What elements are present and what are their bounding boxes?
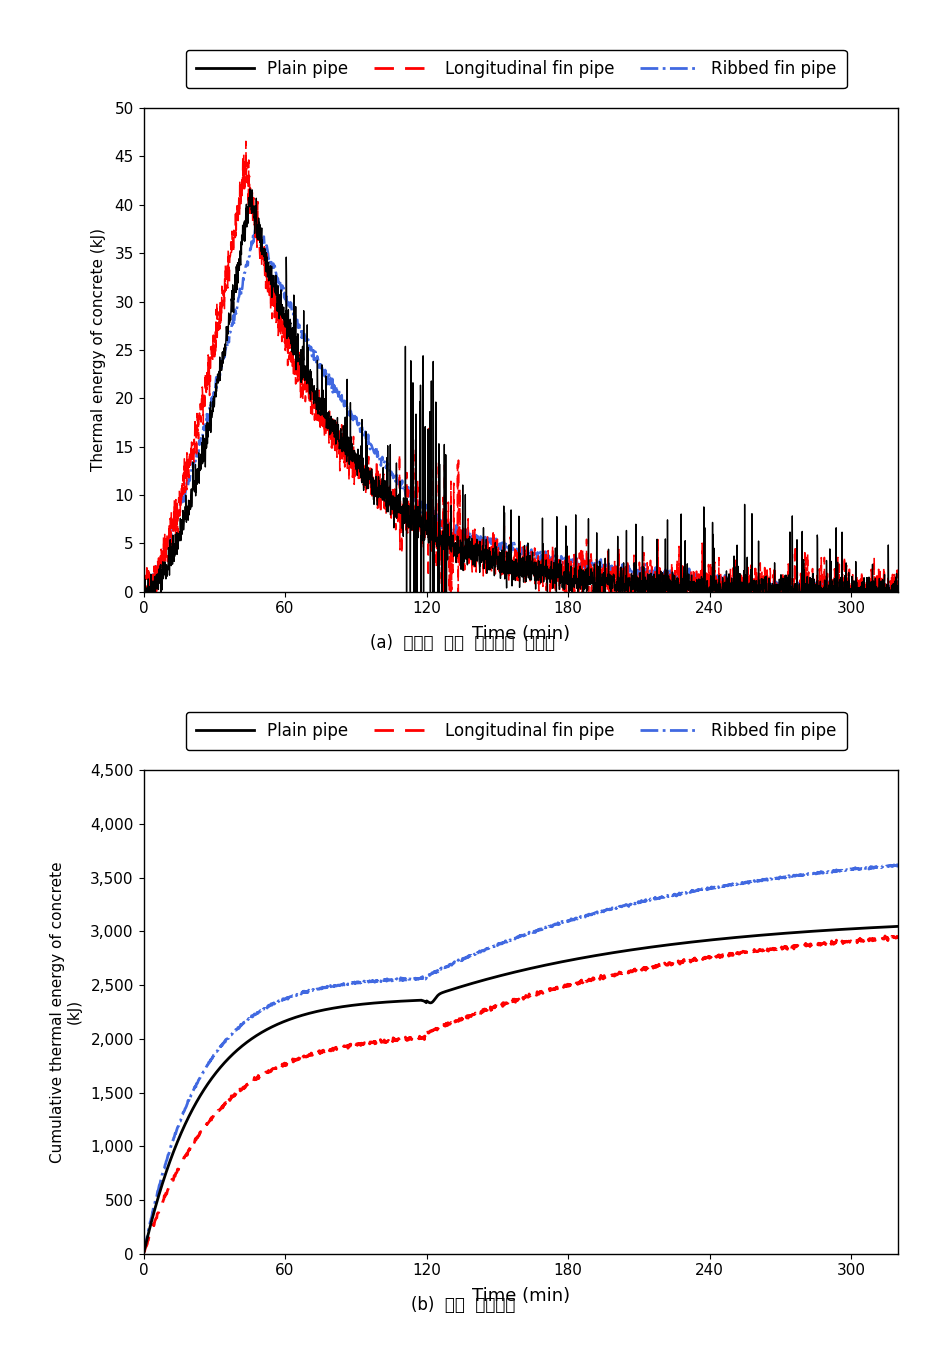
X-axis label: Time (min): Time (min) — [472, 1286, 569, 1305]
X-axis label: Time (min): Time (min) — [472, 624, 569, 643]
Y-axis label: Cumulative thermal energy of concrete
(kJ): Cumulative thermal energy of concrete (k… — [50, 861, 82, 1163]
Y-axis label: Thermal energy of concrete (kJ): Thermal energy of concrete (kJ) — [91, 228, 106, 471]
Text: (b)  누적  열에너지: (b) 누적 열에너지 — [411, 1296, 515, 1315]
Legend: Plain pipe, Longitudinal fin pipe, Ribbed fin pipe: Plain pipe, Longitudinal fin pipe, Ribbe… — [186, 712, 846, 750]
Legend: Plain pipe, Longitudinal fin pipe, Ribbed fin pipe: Plain pipe, Longitudinal fin pipe, Ribbe… — [186, 50, 846, 88]
Text: (a)  시간에  따른  열에너지  저장량: (a) 시간에 따른 열에너지 저장량 — [370, 634, 556, 653]
